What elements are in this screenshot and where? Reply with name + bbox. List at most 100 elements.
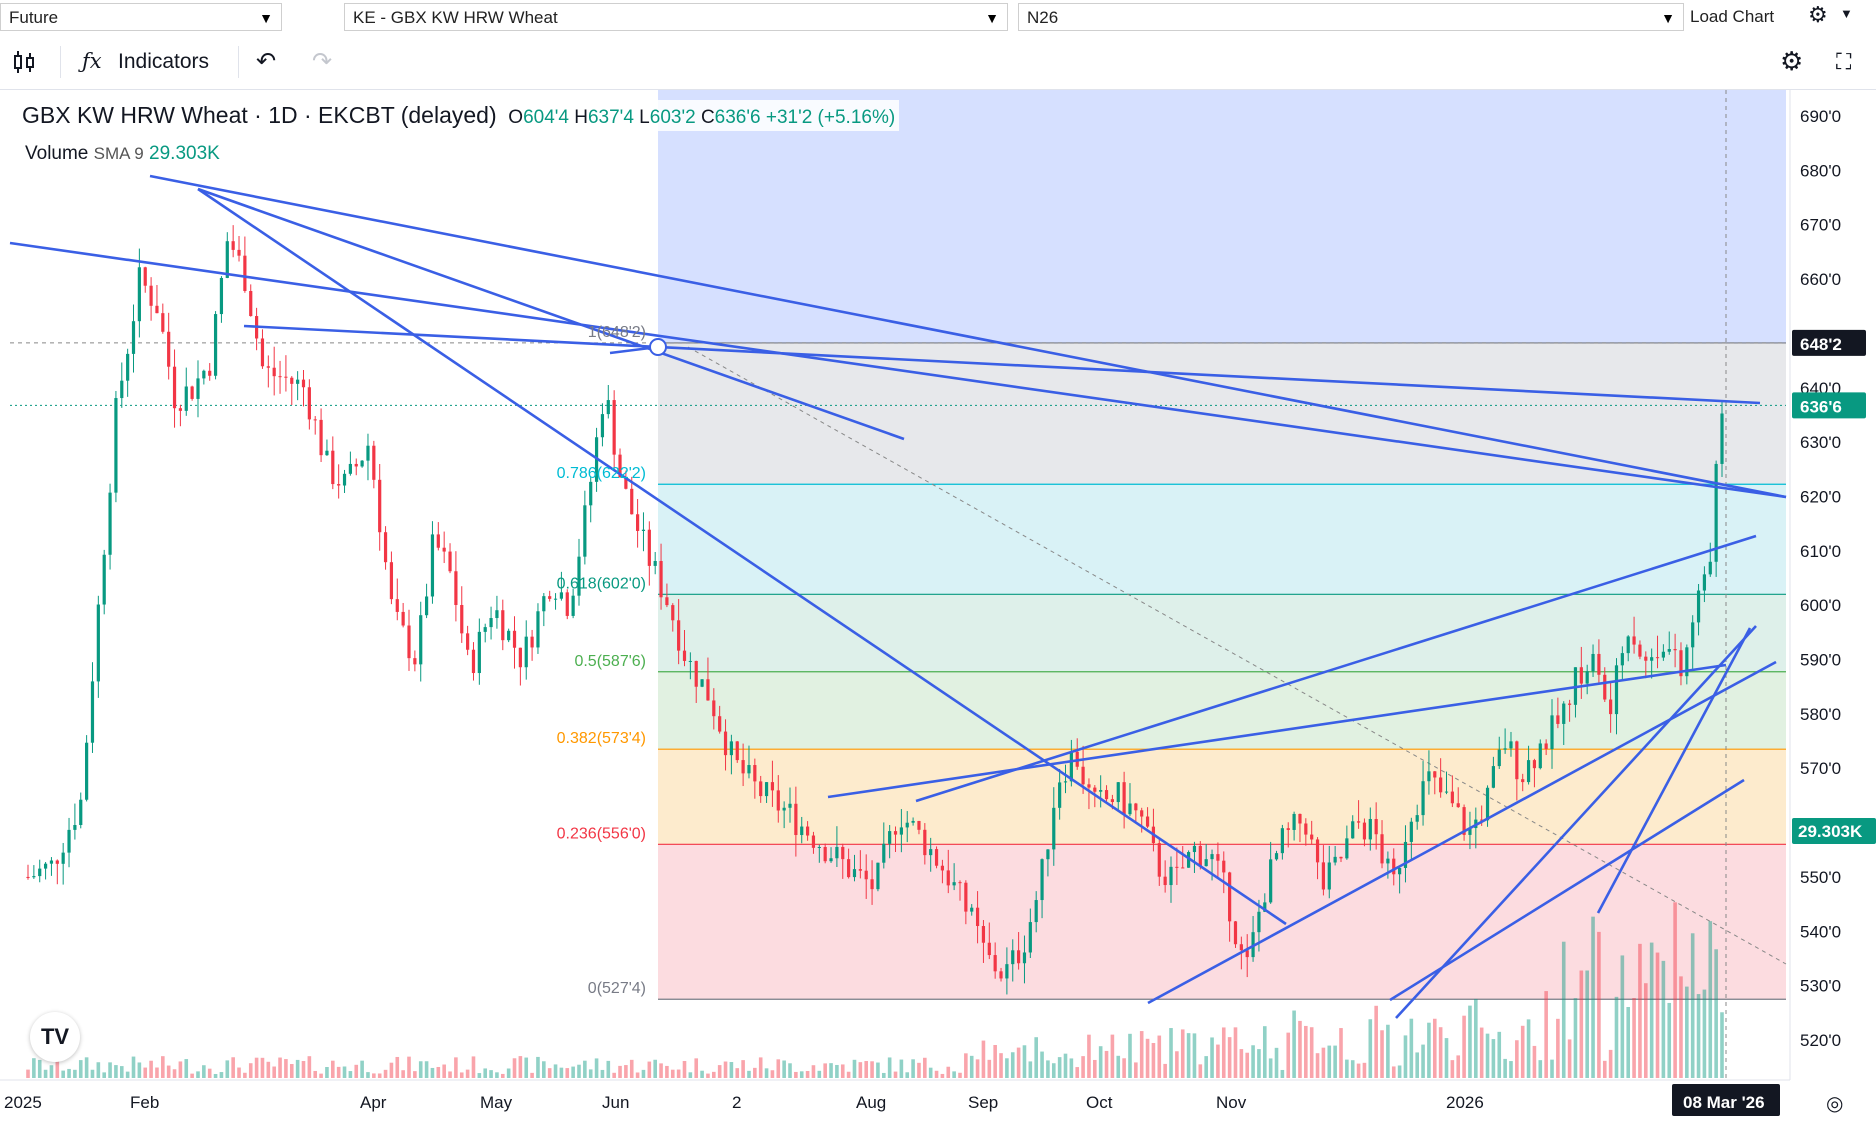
candles-icon[interactable] (12, 34, 38, 89)
candle-body (1456, 803, 1460, 808)
candle-body (770, 782, 775, 791)
trendline (243, 324, 1761, 405)
load-chart-button[interactable]: Load Chart (1690, 3, 1774, 31)
candlesticks (26, 225, 1724, 995)
tradingview-logo[interactable]: TV (30, 1012, 80, 1062)
volume-bar (741, 1060, 745, 1078)
volume-bar (207, 1068, 212, 1078)
sma-label: SMA 9 (93, 144, 144, 163)
indicators-label: Indicators (118, 50, 210, 73)
volume-bar (893, 1071, 898, 1078)
time-tick-label: May (480, 1093, 513, 1112)
volume-bar (835, 1064, 839, 1078)
volume-bar (676, 1069, 681, 1078)
volume-bar (108, 1062, 112, 1078)
top-bar: Future ▼ KE - GBX KW HRW Wheat ▼ N26 ▼ L… (0, 0, 1876, 35)
candle-body (501, 610, 505, 641)
volume-bar (73, 1069, 77, 1078)
candle-body (1491, 766, 1495, 788)
fib-level-label: 0(527'4) (588, 980, 646, 997)
indicators-button[interactable]: Indicators (118, 34, 209, 89)
candle-body (782, 807, 786, 811)
volume-bar (1620, 955, 1625, 1078)
volume-bar (243, 1072, 247, 1078)
candle-body (682, 650, 687, 661)
gear-icon[interactable]: ⚙ (1808, 2, 1828, 27)
volume-bar (161, 1056, 165, 1078)
candle-body (471, 649, 476, 674)
volume-bar (624, 1065, 628, 1078)
undo-icon[interactable]: ↶ (256, 48, 277, 75)
symbol-value: KE - GBX KW HRW Wheat (353, 8, 558, 27)
volume-bar (254, 1057, 259, 1078)
candle-body (1562, 703, 1566, 724)
volume-bar (166, 1065, 171, 1078)
volume-bar (1051, 1063, 1056, 1078)
volume-bar (670, 1069, 675, 1078)
candle-body (1228, 872, 1232, 922)
volume-bar (1679, 976, 1683, 1078)
redo-icon[interactable]: ↷ (312, 48, 333, 75)
volume-bar (395, 1056, 400, 1078)
volume-bar (618, 1065, 622, 1078)
candle-body (55, 860, 59, 864)
trendline (827, 663, 1727, 799)
candle-body (917, 820, 921, 830)
contract-select[interactable]: N26 ▼ (1018, 3, 1684, 31)
volume-bar (600, 1069, 605, 1078)
candle-body (61, 852, 65, 864)
instrument-type-select[interactable]: Future ▼ (0, 3, 282, 31)
volume-bar (1638, 943, 1642, 1078)
symbol-select[interactable]: KE - GBX KW HRW Wheat ▼ (344, 3, 1008, 31)
volume-bar (1368, 1019, 1373, 1078)
volume-bar (1667, 1002, 1672, 1078)
volume-bar (547, 1068, 552, 1078)
fx-icon[interactable]: ƒx (82, 49, 102, 73)
price-tick-label: 620'0 (1800, 487, 1841, 506)
candle-body (1421, 781, 1425, 816)
volume-bar (1034, 1037, 1038, 1078)
candle-body (759, 781, 763, 797)
fullscreen-icon[interactable]: ⛶ (1836, 49, 1852, 74)
candle-body (243, 255, 247, 291)
volume-badge: 29.303K (1798, 822, 1863, 841)
candle-body (1099, 790, 1103, 792)
volume-bar (811, 1065, 816, 1078)
volume-bar (348, 1071, 353, 1078)
volume-bar (934, 1070, 939, 1078)
candle-body (1052, 807, 1056, 850)
volume-bar (459, 1072, 464, 1078)
volume-bar (1198, 1064, 1203, 1078)
candle-body (290, 377, 294, 384)
candle-body (495, 610, 499, 619)
volume-bar (1432, 1018, 1437, 1078)
volume-bar (1309, 1027, 1314, 1078)
volume-bar (764, 1068, 769, 1078)
volume-bar (125, 1071, 130, 1078)
volume-bar (1479, 1027, 1484, 1078)
candle-body (1585, 671, 1589, 684)
volume-bar (477, 1073, 482, 1078)
candle-body (442, 547, 446, 552)
volume-bar (1192, 1033, 1197, 1078)
fib-level-label: 0.618(602'0) (557, 575, 646, 592)
volume-bar (524, 1057, 529, 1078)
volume-bar (1509, 1061, 1513, 1078)
settings-icon[interactable]: ⚙ (1780, 46, 1804, 76)
candle-body (1005, 964, 1009, 979)
volume-bar (43, 1069, 48, 1078)
volume-bar (225, 1060, 230, 1078)
chart-area[interactable]: 1(648'2) 0.786(622'2) 0.618(602'0) 0.5(587'… (0, 90, 1876, 1119)
open-label: O (508, 107, 524, 128)
candle-body (612, 400, 616, 455)
volume-bar (911, 1059, 915, 1078)
price-chart[interactable]: 1(648'2) 0.786(622'2) 0.618(602'0) 0.5(587'… (0, 90, 1876, 1119)
candle-body (899, 827, 903, 835)
volume-bar (1544, 991, 1548, 1078)
chevron-down-icon[interactable]: ▼ (1840, 6, 1853, 21)
candle-body (665, 597, 669, 606)
candle-body (172, 366, 177, 409)
volume-bar (1204, 1056, 1208, 1078)
candle-body (1233, 921, 1238, 945)
volume-bar (1098, 1046, 1103, 1078)
